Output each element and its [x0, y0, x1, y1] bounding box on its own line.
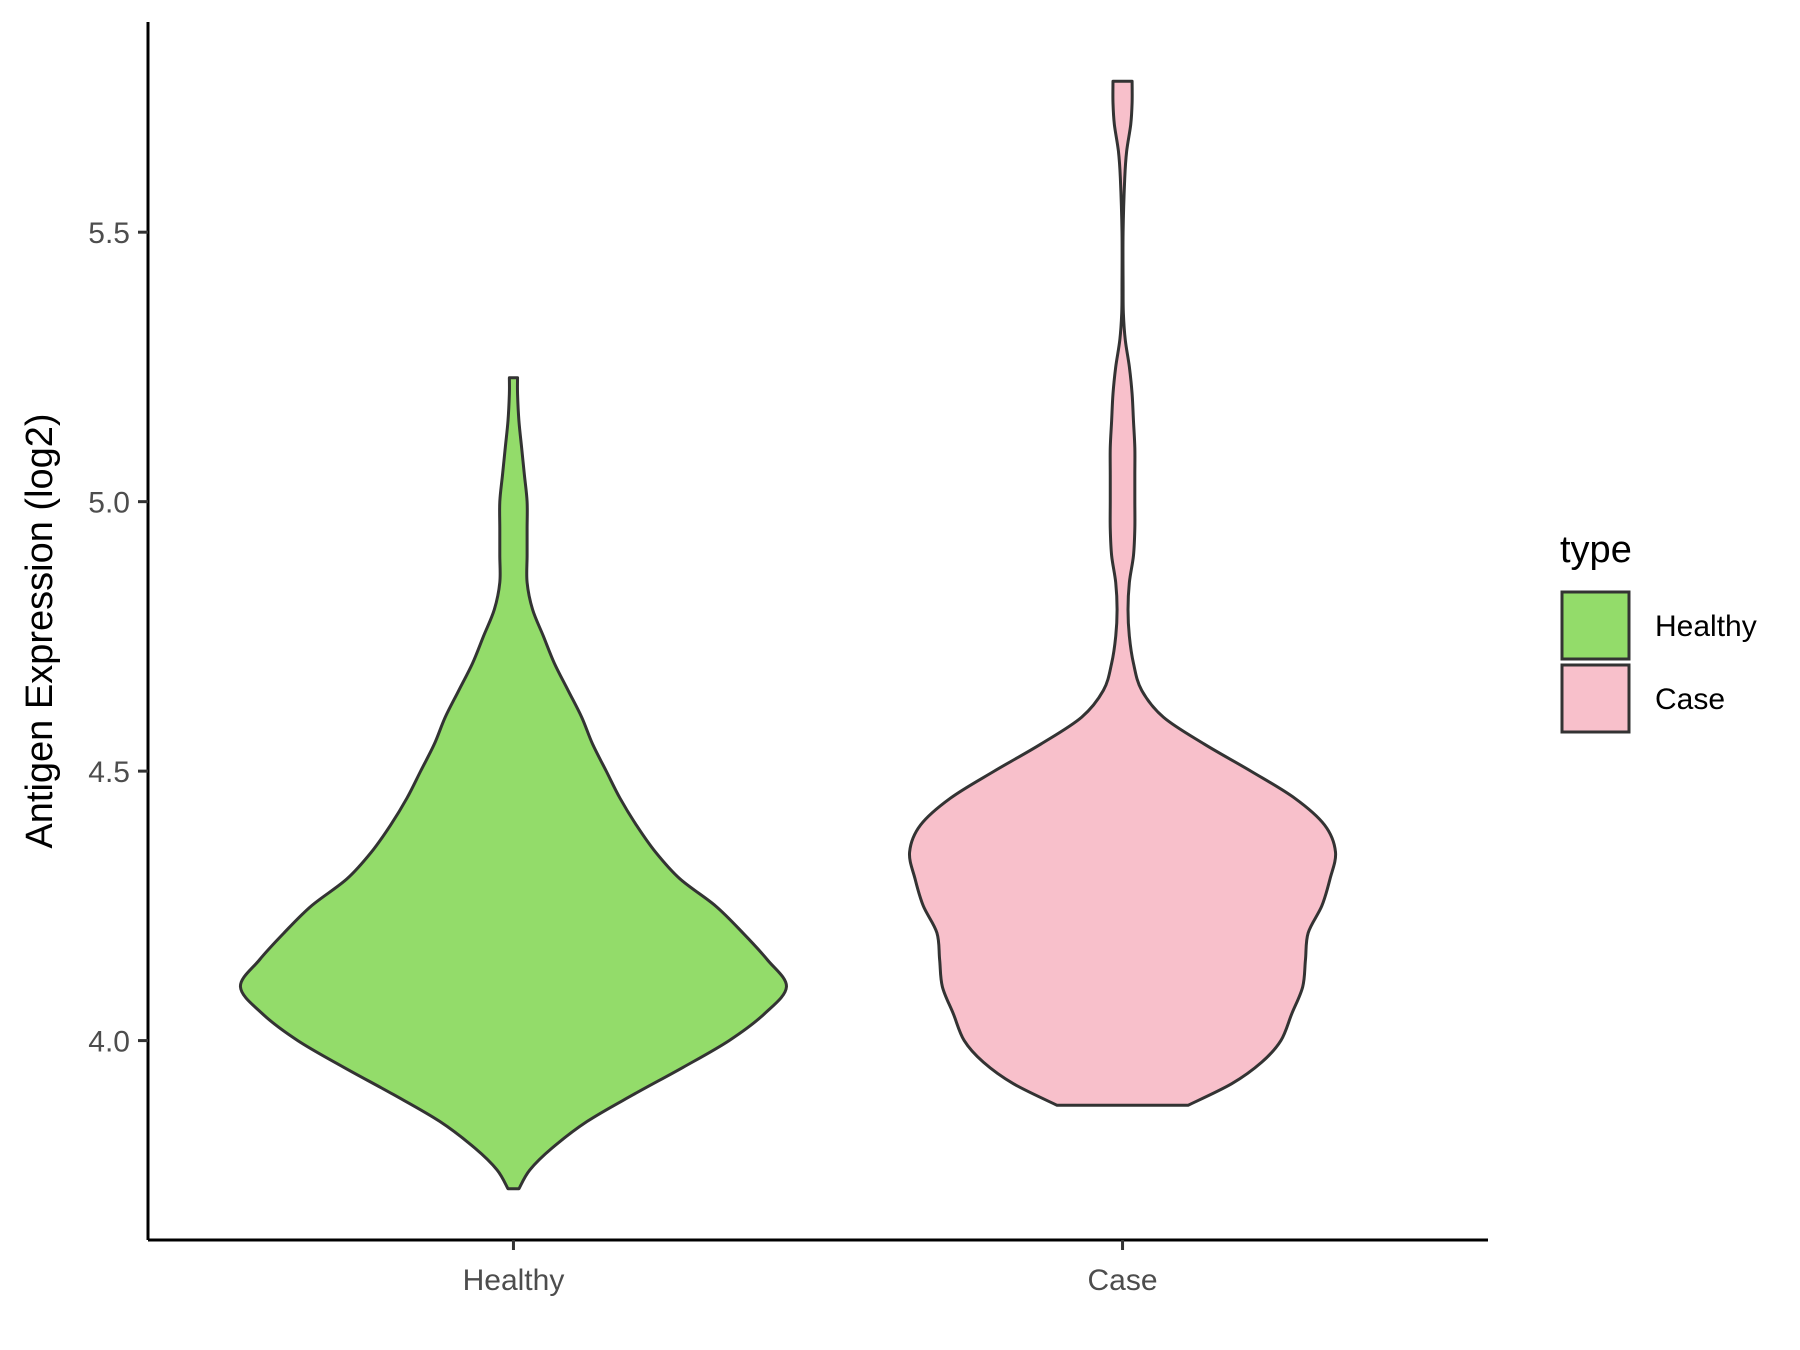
x-tick-label: Healthy: [463, 1264, 565, 1297]
legend-title: type: [1560, 529, 1632, 571]
violin-group: [238, 79, 1338, 1191]
legend-swatch-case: [1560, 663, 1631, 734]
y-ticks: 4.0 4.5 5.0 5.5: [88, 217, 148, 1059]
violin-healthy: [238, 376, 788, 1191]
y-axis-title: Antigen Expression (log2): [19, 413, 61, 848]
axes: [146, 22, 1488, 1242]
x-tick-label: Case: [1088, 1264, 1158, 1297]
x-ticks: Healthy Case: [463, 1240, 1158, 1297]
y-tick-label: 4.0: [88, 1026, 130, 1059]
y-tick-label: 5.5: [88, 217, 130, 250]
y-tick-label: 5.0: [88, 487, 130, 520]
legend-label-healthy: Healthy: [1655, 610, 1757, 643]
legend-items: Healthy Case: [1560, 590, 1757, 734]
legend-label-case: Case: [1655, 683, 1725, 716]
y-tick-label: 4.5: [88, 756, 130, 789]
violin-case: [907, 79, 1338, 1107]
legend: type Healthy Case: [1560, 529, 1757, 734]
legend-swatch-healthy: [1560, 590, 1631, 661]
